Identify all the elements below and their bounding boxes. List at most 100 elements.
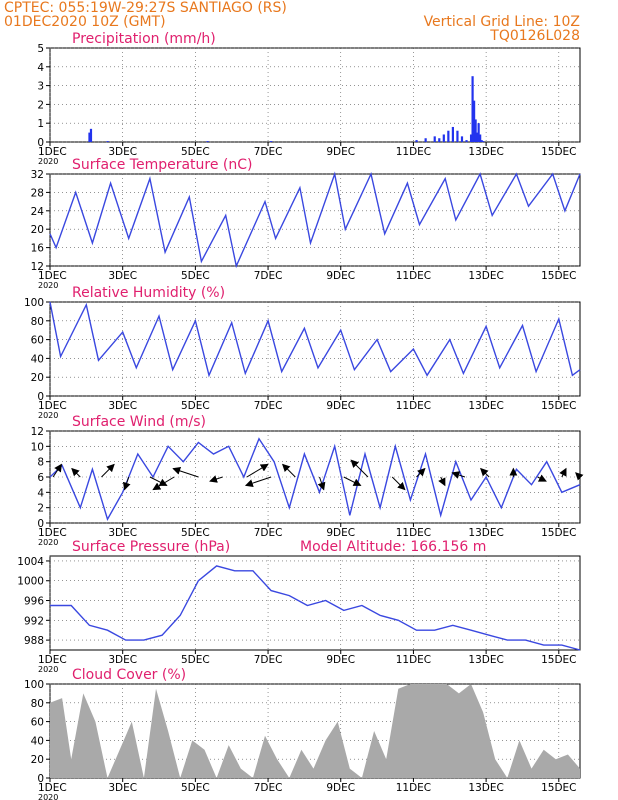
x-tick-label: 7DEC	[254, 400, 283, 412]
x-tick-label: 5DEC	[181, 654, 210, 666]
x-tick-label: 3DEC	[108, 270, 137, 282]
x-tick-label: 9DEC	[326, 400, 355, 412]
y-tick-label: 80	[31, 316, 44, 328]
wind-arrow	[122, 476, 131, 491]
y-tick-label: 80	[31, 698, 44, 710]
wind-arrow	[282, 463, 296, 478]
x-tick-label: 9DEC	[326, 654, 355, 666]
wind-arrow	[559, 467, 567, 478]
x-tick-label: 15DEC	[541, 654, 576, 666]
panel-frame	[49, 173, 581, 267]
precip-bar	[473, 100, 476, 142]
precip-bar	[433, 136, 436, 142]
y-tick-label: 100	[24, 297, 44, 309]
cloud-cover-area	[50, 684, 580, 778]
x-tick-label: 15DEC	[541, 146, 576, 158]
chart-header: CPTEC: 055:19W-29:27S SANTIAGO (RS) 01DE…	[4, 0, 580, 44]
y-tick-label: 0	[37, 391, 44, 403]
x-tick-label: 13DEC	[468, 527, 503, 539]
precip-bar	[88, 132, 91, 142]
x-tick-label: 1DEC	[38, 270, 67, 282]
panel-humidity: 0 20 40 60 80 100 1DEC 3DEC 5DEC 7DEC 9DEC 11DEC 13D…	[24, 285, 581, 420]
x-tick-label: 15DEC	[541, 782, 576, 794]
y-tick-label: 4	[37, 487, 44, 499]
panel-cloud_cover: 0 20 40 60 80 100 1DEC 3DEC 5DEC 7DEC 9DEC 11DEC 13D…	[24, 667, 581, 800]
x-tick-label: 5DEC	[181, 400, 210, 412]
x-tick-label: 3DEC	[108, 654, 137, 666]
y-tick-label: 6	[37, 472, 44, 484]
wind-arrow	[537, 474, 547, 482]
y-tick-label: 24	[31, 206, 45, 218]
panel-title: Surface Wind (m/s)	[72, 414, 206, 430]
wind-arrow	[246, 463, 269, 478]
x-tick-label: 13DEC	[468, 270, 503, 282]
precip-bar	[447, 130, 450, 142]
wind-arrow	[480, 467, 490, 478]
y-tick-label: 60	[31, 335, 44, 347]
x-tick-label: 1DEC	[38, 782, 67, 794]
panel-frame	[49, 47, 581, 143]
x-year-label: 2020	[38, 411, 58, 420]
y-tick-label: 60	[31, 717, 44, 729]
precip-bar	[270, 141, 273, 142]
precip-bar	[438, 138, 441, 142]
x-tick-label: 13DEC	[468, 782, 503, 794]
header-source-line: CPTEC: 055:19W-29:27S SANTIAGO (RS)	[4, 0, 287, 16]
precip-bar	[480, 140, 483, 142]
precip-bar	[89, 128, 93, 142]
x-tick-label: 5DEC	[181, 782, 210, 794]
x-tick-label: 9DEC	[326, 527, 355, 539]
x-tick-label: 13DEC	[468, 654, 503, 666]
x-tick-label: 11DEC	[396, 782, 431, 794]
wind-arrow	[451, 471, 466, 479]
y-tick-label: 996	[24, 596, 44, 608]
panel-precipitation: 0 1 2 3 4 5 1DEC 3DEC 5DEC 7DEC 9DEC 11DEC 13DEC 15DE…	[37, 31, 581, 166]
x-tick-label: 13DEC	[468, 400, 503, 412]
x-tick-label: 7DEC	[254, 782, 283, 794]
y-tick-label: 32	[31, 169, 44, 181]
x-tick-label: 5DEC	[181, 527, 210, 539]
precip-bar	[477, 123, 480, 142]
wind-arrow	[209, 475, 223, 483]
x-tick-label: 1DEC	[38, 146, 67, 158]
pressure-line	[50, 565, 581, 651]
x-tick-label: 5DEC	[181, 146, 210, 158]
x-tick-label: 15DEC	[541, 270, 576, 282]
y-tick-label: 12	[31, 261, 44, 273]
x-tick-label: 1DEC	[38, 527, 67, 539]
precip-bar	[471, 76, 474, 142]
wind-arrow	[152, 476, 175, 491]
x-tick-label: 11DEC	[396, 146, 431, 158]
panel-temperature: 12 16 20 24 28 32 1DEC 3DEC 5DEC 7DEC 9DEC 11DEC 13D…	[31, 157, 581, 290]
precip-bar	[465, 140, 468, 142]
header-grid-note: Vertical Grid Line: 10Z	[424, 14, 580, 30]
humidity-line	[49, 301, 581, 378]
y-tick-label: 20	[31, 224, 44, 236]
x-tick-label: 3DEC	[108, 527, 137, 539]
precip-bar	[482, 141, 485, 142]
wind-arrow	[575, 472, 584, 481]
panel-title: Cloud Cover (%)	[72, 667, 186, 683]
panel-wind: 0 2 4 6 8 10 12 1DEC 3DEC 5DEC 7DEC 9DEC 11DEC 13DEC 1…	[31, 414, 584, 547]
wind-arrow	[71, 467, 81, 478]
x-tick-label: 7DEC	[254, 270, 283, 282]
x-tick-label: 1DEC	[38, 400, 67, 412]
precip-bar	[476, 132, 479, 142]
y-tick-label: 40	[31, 353, 44, 365]
x-year-label: 2020	[38, 157, 58, 166]
y-tick-label: 16	[31, 243, 45, 255]
wind-line	[49, 437, 581, 521]
x-year-label: 2020	[38, 538, 58, 547]
wind-arrow	[149, 476, 168, 486]
precip-bar	[474, 119, 477, 142]
y-tick-label: 1000	[17, 576, 44, 588]
y-tick-label: 20	[31, 372, 44, 384]
x-tick-label: 7DEC	[254, 527, 283, 539]
header-date-line: 01DEC2020 10Z (GMT)	[4, 14, 166, 30]
wind-arrow	[343, 476, 362, 486]
x-tick-label: 11DEC	[396, 270, 431, 282]
x-tick-label: 11DEC	[396, 654, 431, 666]
x-year-label: 2020	[38, 793, 58, 800]
precip-bar	[479, 134, 482, 142]
y-tick-label: 2	[37, 99, 44, 111]
